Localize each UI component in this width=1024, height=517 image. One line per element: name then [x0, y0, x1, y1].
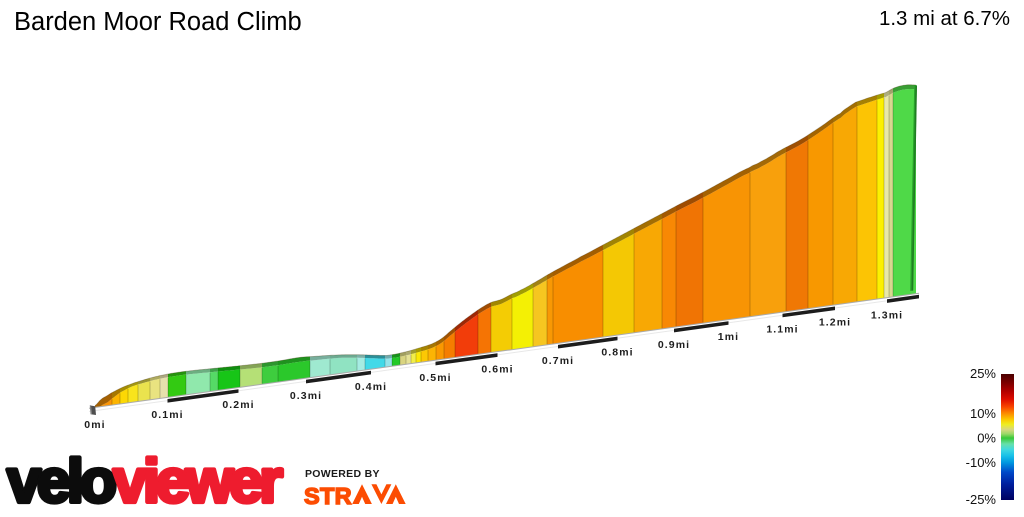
- svg-text:0.7mi: 0.7mi: [542, 355, 574, 367]
- svg-text:1.3mi: 1.3mi: [871, 309, 903, 321]
- svg-text:0%: 0%: [977, 431, 996, 446]
- svg-text:0.2mi: 0.2mi: [222, 399, 254, 411]
- svg-text:0.4mi: 0.4mi: [355, 381, 387, 393]
- svg-text:1.1mi: 1.1mi: [766, 324, 798, 336]
- svg-text:0.6mi: 0.6mi: [481, 363, 513, 375]
- svg-text:0mi: 0mi: [84, 419, 105, 431]
- svg-text:0.1mi: 0.1mi: [151, 409, 183, 421]
- svg-text:-25%: -25%: [966, 492, 997, 507]
- svg-text:POWERED BY: POWERED BY: [305, 468, 380, 480]
- svg-text:0.3mi: 0.3mi: [290, 390, 322, 402]
- svg-text:0.9mi: 0.9mi: [658, 339, 690, 351]
- svg-text:STR: STR: [304, 483, 352, 509]
- svg-text:10%: 10%: [970, 406, 996, 421]
- svg-text:Barden Moor Road Climb: Barden Moor Road Climb: [14, 8, 302, 36]
- svg-text:0.5mi: 0.5mi: [419, 372, 451, 384]
- svg-text:1.2mi: 1.2mi: [819, 317, 851, 329]
- svg-text:1mi: 1mi: [718, 331, 739, 343]
- svg-text:1.3 mi at 6.7%: 1.3 mi at 6.7%: [879, 7, 1010, 30]
- svg-text:0.8mi: 0.8mi: [601, 347, 633, 359]
- svg-text:-10%: -10%: [966, 455, 997, 470]
- svg-text:25%: 25%: [970, 366, 996, 381]
- svg-text:veloviewer: veloviewer: [7, 447, 282, 512]
